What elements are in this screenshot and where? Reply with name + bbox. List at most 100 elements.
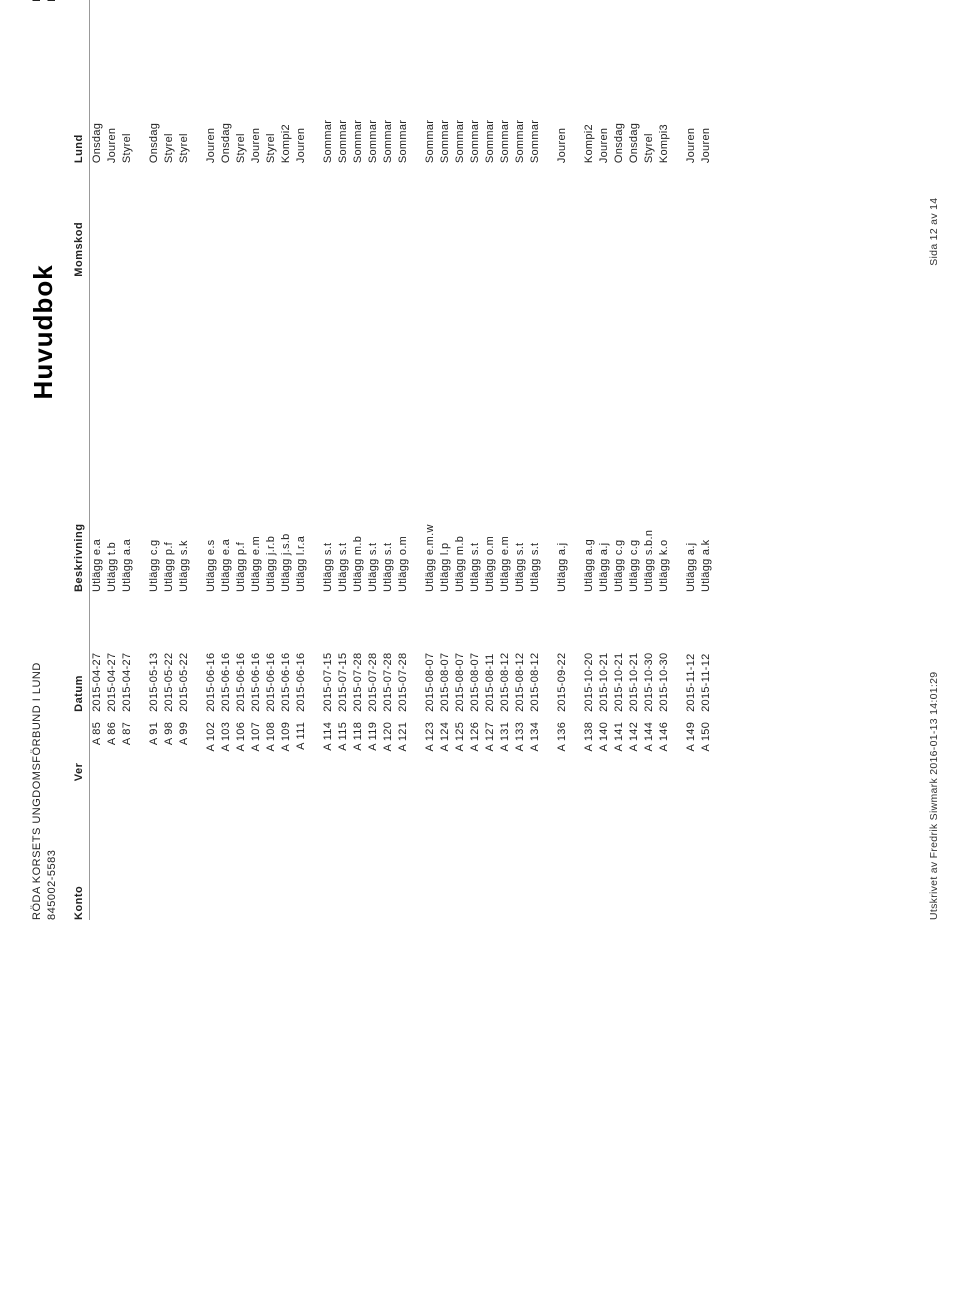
cell-konto	[498, 781, 513, 920]
cell-ver: A 119	[366, 712, 381, 781]
cell-ver: A 138	[582, 712, 597, 781]
cell-datum: 2015-09-22	[555, 592, 570, 712]
cell-ver: A 87	[120, 712, 135, 781]
cell-datum: 2015-06-16	[294, 592, 309, 712]
cell-lund: Sommar	[381, 50, 396, 164]
table-head: Konto Ver Datum Beskrivning Momskod Lund…	[69, 0, 90, 920]
cell-lund: Sommar	[498, 50, 513, 164]
cell-lund: Sommar	[396, 50, 411, 164]
cell-debet: 81,00	[582, 0, 597, 50]
cell-beskrivning: Utlägg p.f	[162, 277, 177, 592]
cell-ver: A 91	[147, 712, 162, 781]
cell-lund: Jouren	[294, 50, 309, 164]
cell-konto	[147, 781, 162, 920]
cell-debet: 1 368,60	[468, 0, 483, 50]
cell-datum: 2015-07-28	[351, 592, 366, 712]
cell-konto	[249, 781, 264, 920]
cell-lund: Jouren	[105, 50, 120, 164]
cell-datum: 2015-05-22	[177, 592, 192, 712]
cell-momskod	[234, 163, 249, 277]
cell-konto	[597, 781, 612, 920]
cell-beskrivning: Utlägg e.s	[204, 277, 219, 592]
cell-datum: 2015-07-28	[396, 592, 411, 712]
cell-konto	[627, 781, 642, 920]
spacer-row	[672, 0, 684, 920]
cell-ver: A 124	[438, 712, 453, 781]
header-row: RÖDA KORSETS UNGDOMSFÖRBUND I LUND 84500…	[30, 0, 61, 920]
cell-debet: 257,60	[147, 0, 162, 50]
cell-debet: 686,00	[351, 0, 366, 50]
cell-lund: Jouren	[699, 50, 714, 164]
cell-lund: Kompi2	[279, 50, 294, 164]
table-row: A 1492015-11-12Utlägg a.jJouren39,9722 8…	[684, 0, 699, 920]
cell-momskod	[582, 163, 597, 277]
cell-lund: Styrel	[642, 50, 657, 164]
cell-datum: 2015-10-21	[627, 592, 642, 712]
cell-momskod	[336, 163, 351, 277]
cell-datum: 2015-10-30	[657, 592, 672, 712]
table-row: A 1422015-10-21Utlägg c.gOnsdag249,4222 …	[627, 0, 642, 920]
cell-debet: 64,05	[597, 0, 612, 50]
cell-datum: 2015-08-12	[498, 592, 513, 712]
cell-debet: 218,35	[162, 0, 177, 50]
cell-datum: 2015-07-28	[366, 592, 381, 712]
cell-momskod	[264, 163, 279, 277]
table-row: A 1032015-06-16Utlägg e.aOnsdag153,026 3…	[219, 0, 234, 920]
cell-ver: A 109	[279, 712, 294, 781]
table-row: A 1022015-06-16Utlägg e.sJouren70,126 21…	[204, 0, 219, 920]
cell-momskod	[453, 163, 468, 277]
cell-debet: 586,48	[294, 0, 309, 50]
cell-debet: 2 860,00	[438, 0, 453, 50]
cell-lund: Jouren	[684, 50, 699, 164]
cell-lund: Kompi3	[657, 50, 672, 164]
cell-momskod	[597, 163, 612, 277]
cell-ver: A 133	[513, 712, 528, 781]
cell-debet: 71,07	[264, 0, 279, 50]
spacer-row	[570, 0, 582, 920]
cell-momskod	[699, 163, 714, 277]
cell-datum: 2015-07-15	[321, 592, 336, 712]
cell-momskod	[612, 163, 627, 277]
cell-momskod	[657, 163, 672, 277]
cell-beskrivning: Utlägg t.b	[105, 277, 120, 592]
table-row: A 1312015-08-12Utlägg e.mSommar1 637,612…	[498, 0, 513, 920]
rkuf-block: RKUF Lund	[30, 0, 61, 2]
cell-ver: A 115	[336, 712, 351, 781]
table-row: A 1502015-11-12Utlägg a.kJouren178,3922 …	[699, 0, 714, 920]
cell-beskrivning: Utlägg e.m	[249, 277, 264, 592]
table-row: A 1272015-08-11Utlägg o.mSommar643,2318 …	[483, 0, 498, 920]
org-name: RÖDA KORSETS UNGDOMSFÖRBUND I LUND	[30, 662, 45, 920]
col-header-ver: Ver	[69, 712, 90, 781]
cell-momskod	[89, 163, 105, 277]
col-header-beskrivning: Beskrivning	[69, 277, 90, 592]
cell-ver: A 146	[657, 712, 672, 781]
cell-momskod	[555, 163, 570, 277]
cell-momskod	[162, 163, 177, 277]
cell-datum: 2015-08-11	[483, 592, 498, 712]
cell-konto	[279, 781, 294, 920]
cell-ver: A 120	[381, 712, 396, 781]
table-row: A 1082015-06-16Utlägg j.r.bStyrel71,076 …	[264, 0, 279, 920]
table-row: A 1062015-06-16Utlägg p.fStyrel224,706 5…	[234, 0, 249, 920]
cell-debet: 23,47	[177, 0, 192, 50]
cell-lund: Styrel	[177, 50, 192, 164]
cell-lund: Sommar	[468, 50, 483, 164]
cell-beskrivning: Utlägg m.b	[453, 277, 468, 592]
cell-konto	[105, 781, 120, 920]
cell-beskrivning: Utlägg e.a	[219, 277, 234, 592]
cell-debet: 39,97	[684, 0, 699, 50]
table-row: A 1332015-08-12Utlägg s.tSommar1 213,002…	[513, 0, 528, 920]
cell-beskrivning: Utlägg s.t	[321, 277, 336, 592]
cell-beskrivning: Utlägg e.a	[89, 277, 105, 592]
cell-konto	[336, 781, 351, 920]
table-row: A 982015-05-22Utlägg p.fStyrel218,356 11…	[162, 0, 177, 920]
cell-beskrivning: Utlägg c.g	[612, 277, 627, 592]
cell-debet: 105,00	[89, 0, 105, 50]
table-row: A 1412015-10-21Utlägg c.gOnsdag51,4722 1…	[612, 0, 627, 920]
table-wrap: Konto Ver Datum Beskrivning Momskod Lund…	[69, 0, 920, 920]
cell-konto	[381, 781, 396, 920]
cell-konto	[684, 781, 699, 920]
cell-ver: A 140	[597, 712, 612, 781]
cell-debet: 249,42	[627, 0, 642, 50]
cell-konto	[468, 781, 483, 920]
